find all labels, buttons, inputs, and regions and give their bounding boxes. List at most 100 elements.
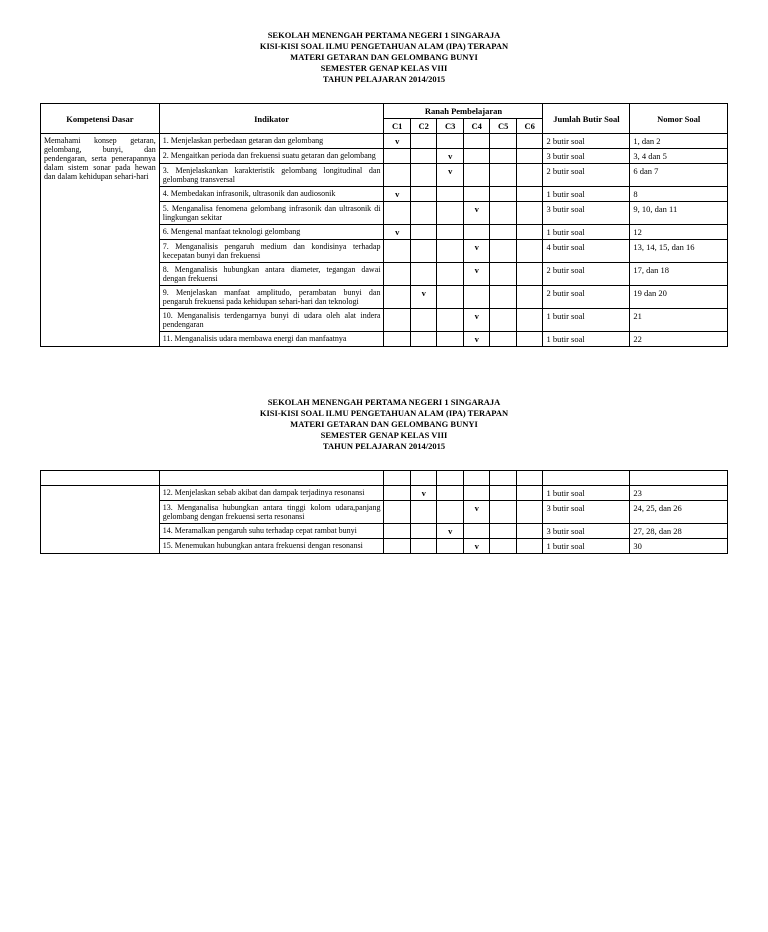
ranah-cell [463, 134, 490, 149]
ranah-cell [437, 286, 464, 309]
ranah-cell [437, 539, 464, 554]
header-line: KISI-KISI SOAL ILMU PENGETAHUAN ALAM (IP… [40, 408, 728, 419]
nomor-cell: 13, 14, 15, dan 16 [630, 240, 728, 263]
ranah-cell [437, 332, 464, 347]
header-line: TAHUN PELAJARAN 2014/2015 [40, 74, 728, 85]
ranah-cell [516, 309, 543, 332]
indikator-cell: 11. Menganalisis udara membawa energi da… [159, 332, 384, 347]
empty-cell [437, 471, 464, 486]
ranah-cell [437, 202, 464, 225]
ranah-cell [463, 187, 490, 202]
ranah-cell [490, 524, 517, 539]
indikator-cell: 7. Menganalisis pengaruh medium dan kond… [159, 240, 384, 263]
empty-cell [490, 471, 517, 486]
ranah-cell [437, 134, 464, 149]
ranah-cell [490, 486, 517, 501]
ranah-cell [490, 332, 517, 347]
ranah-cell: v [410, 486, 437, 501]
nomor-cell: 17, dan 18 [630, 263, 728, 286]
ranah-cell [490, 149, 517, 164]
nomor-cell: 12 [630, 225, 728, 240]
ranah-cell [516, 149, 543, 164]
nomor-cell: 23 [630, 486, 728, 501]
jumlah-cell: 1 butir soal [543, 332, 630, 347]
jumlah-cell: 1 butir soal [543, 187, 630, 202]
th-c5: C5 [490, 119, 517, 134]
ranah-cell: v [463, 332, 490, 347]
ranah-cell: v [437, 149, 464, 164]
empty-cell [41, 471, 160, 486]
ranah-cell: v [384, 134, 411, 149]
ranah-cell [410, 149, 437, 164]
header-line: MATERI GETARAN DAN GELOMBANG BUNYI [40, 52, 728, 63]
jumlah-cell: 2 butir soal [543, 164, 630, 187]
ranah-cell [410, 501, 437, 524]
ranah-cell [410, 134, 437, 149]
ranah-cell [516, 501, 543, 524]
ranah-cell [384, 164, 411, 187]
nomor-cell: 6 dan 7 [630, 164, 728, 187]
ranah-cell: v [463, 501, 490, 524]
indikator-cell: 1. Menjelaskan perbedaan getaran dan gel… [159, 134, 384, 149]
ranah-cell [437, 187, 464, 202]
ranah-cell [516, 134, 543, 149]
ranah-cell [384, 263, 411, 286]
th-c3: C3 [437, 119, 464, 134]
ranah-cell [384, 501, 411, 524]
empty-cell [516, 471, 543, 486]
indikator-cell: 14. Meramalkan pengaruh suhu terhadap ce… [159, 524, 384, 539]
header-line: TAHUN PELAJARAN 2014/2015 [40, 441, 728, 452]
header-line: SEMESTER GENAP KELAS VIII [40, 430, 728, 441]
jumlah-cell: 1 butir soal [543, 225, 630, 240]
nomor-cell: 19 dan 20 [630, 286, 728, 309]
jumlah-cell: 3 butir soal [543, 524, 630, 539]
indikator-cell: 9. Menjelaskan manfaat amplitudo, peramb… [159, 286, 384, 309]
ranah-cell: v [463, 202, 490, 225]
ranah-cell [490, 134, 517, 149]
ranah-cell [384, 240, 411, 263]
nomor-cell: 3, 4 dan 5 [630, 149, 728, 164]
ranah-cell [490, 225, 517, 240]
ranah-cell [490, 263, 517, 286]
ranah-cell [410, 187, 437, 202]
ranah-cell: v [463, 539, 490, 554]
ranah-cell [516, 240, 543, 263]
nomor-cell: 27, 28, dan 28 [630, 524, 728, 539]
ranah-cell: v [384, 187, 411, 202]
ranah-cell [384, 149, 411, 164]
ranah-cell [490, 187, 517, 202]
document-header: SEKOLAH MENENGAH PERTAMA NEGERI 1 SINGAR… [40, 30, 728, 85]
empty-cell [463, 471, 490, 486]
table-row: Memahami konsep getaran, gelombang, buny… [41, 134, 728, 149]
ranah-cell [437, 240, 464, 263]
ranah-cell [490, 501, 517, 524]
indikator-cell: 12. Menjelaskan sebab akibat dan dampak … [159, 486, 384, 501]
indikator-cell: 2. Mengaitkan perioda dan frekuensi suat… [159, 149, 384, 164]
indikator-cell: 6. Mengenal manfaat teknologi gelombang [159, 225, 384, 240]
table-row [41, 471, 728, 486]
ranah-cell [437, 225, 464, 240]
ranah-cell [384, 309, 411, 332]
ranah-cell [516, 164, 543, 187]
th-c2: C2 [410, 119, 437, 134]
indikator-cell: 5. Menganalisa fenomena gelombang infras… [159, 202, 384, 225]
ranah-cell [410, 332, 437, 347]
ranah-cell [410, 309, 437, 332]
ranah-cell [490, 286, 517, 309]
jumlah-cell: 2 butir soal [543, 286, 630, 309]
ranah-cell [384, 486, 411, 501]
ranah-cell [410, 539, 437, 554]
jumlah-cell: 3 butir soal [543, 202, 630, 225]
ranah-cell [463, 486, 490, 501]
nomor-cell: 8 [630, 187, 728, 202]
th-ind: Indikator [159, 104, 384, 134]
ranah-cell: v [384, 225, 411, 240]
kd-cell: Memahami konsep getaran, gelombang, buny… [41, 134, 160, 347]
jumlah-cell: 1 butir soal [543, 486, 630, 501]
nomor-cell: 30 [630, 539, 728, 554]
th-jml: Jumlah Butir Soal [543, 104, 630, 134]
header-line: SEMESTER GENAP KELAS VIII [40, 63, 728, 74]
ranah-cell [384, 524, 411, 539]
indikator-cell: 13. Menganalisa hubungkan antara tinggi … [159, 501, 384, 524]
ranah-cell: v [437, 164, 464, 187]
